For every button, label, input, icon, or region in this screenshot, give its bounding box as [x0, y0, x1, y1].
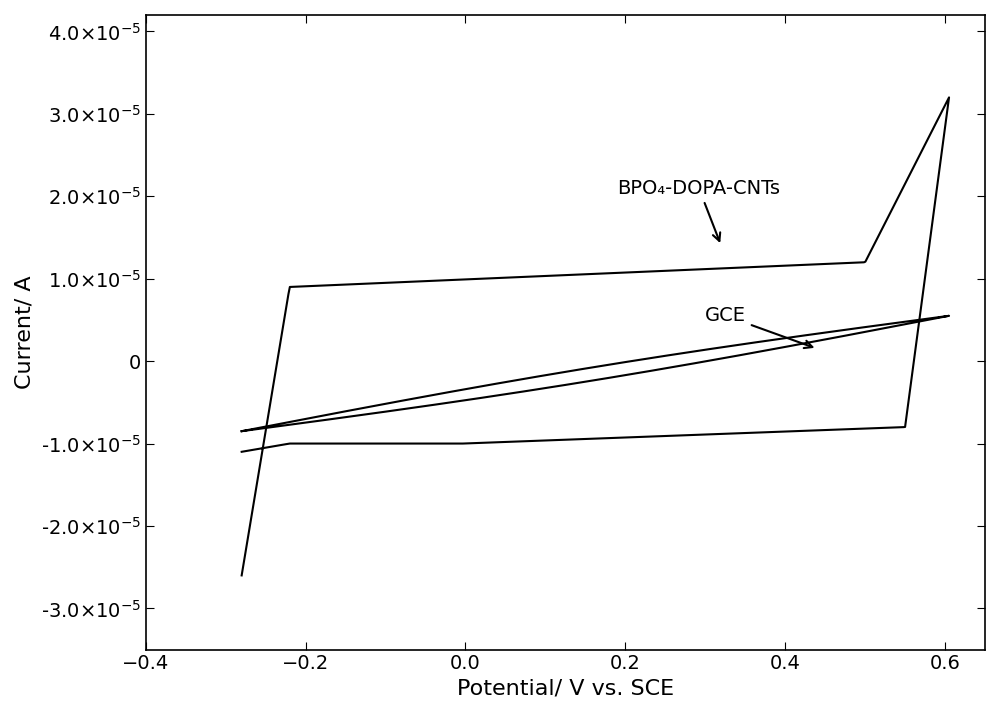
- X-axis label: Potential/ V vs. SCE: Potential/ V vs. SCE: [457, 679, 674, 699]
- Text: GCE: GCE: [705, 306, 812, 348]
- Y-axis label: Current/ A: Current/ A: [15, 276, 35, 389]
- Text: BPO₄-DOPA-CNTs: BPO₄-DOPA-CNTs: [617, 178, 780, 241]
